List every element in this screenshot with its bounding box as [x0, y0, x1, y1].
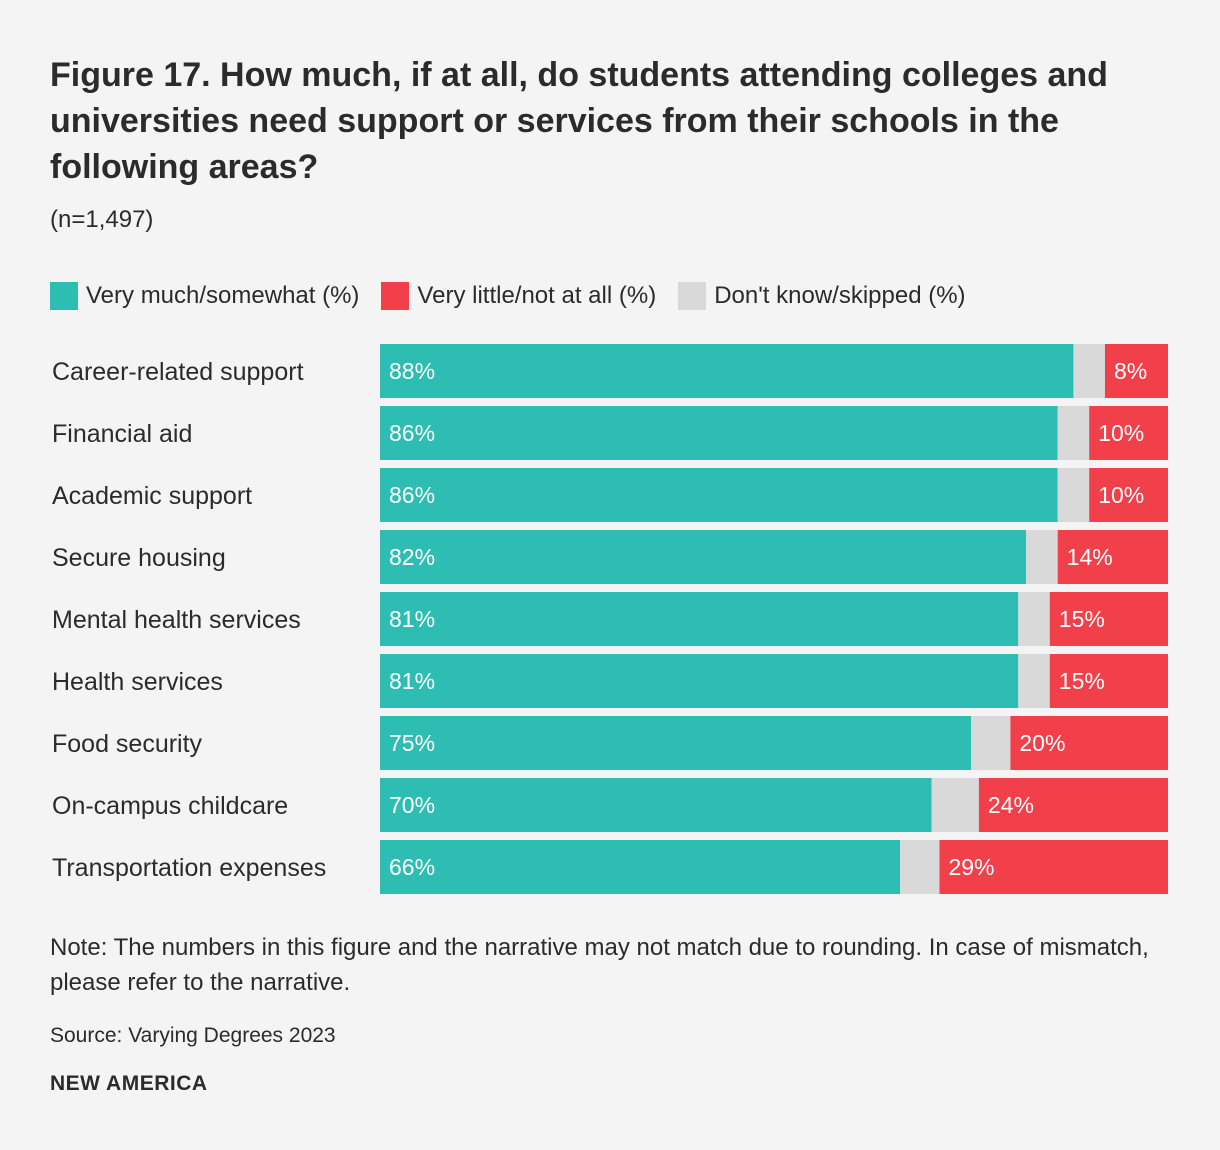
bar-row-financial-aid: Financial aid 86% 10%	[52, 406, 1168, 460]
bar-negative	[1010, 716, 1168, 770]
legend-swatch-positive	[50, 282, 78, 310]
legend-label-unknown: Don't know/skipped (%)	[714, 282, 966, 309]
chart-note: Note: The numbers in this figure and the…	[50, 934, 1149, 996]
bar-unknown	[1018, 654, 1050, 708]
bar-positive	[380, 654, 1019, 708]
data-label-positive: 66%	[389, 854, 435, 880]
bar-negative	[1089, 468, 1168, 522]
bar-negative	[978, 778, 1168, 832]
bar-unknown	[1018, 592, 1050, 646]
data-label-negative: 29%	[948, 854, 994, 880]
legend-item-positive: Very much/somewhat (%)	[50, 282, 359, 310]
chart-title: Figure 17. How much, if at all, do stude…	[50, 56, 1108, 186]
legend-swatch-negative	[381, 282, 410, 310]
category-label: Mental health services	[52, 606, 301, 634]
bar-negative	[1057, 530, 1168, 584]
bar-row-mental-health-services: Mental health services 81% 15%	[52, 592, 1168, 646]
bar-negative	[1104, 344, 1168, 398]
bar-unknown	[900, 840, 940, 894]
data-label-positive: 88%	[389, 358, 435, 384]
bar-row-academic-support: Academic support 86% 10%	[52, 468, 1168, 522]
bar-positive	[380, 530, 1027, 584]
bar-positive	[380, 778, 932, 832]
category-label: Career-related support	[52, 358, 304, 386]
data-label-positive: 70%	[389, 792, 435, 818]
data-label-negative: 8%	[1114, 358, 1147, 384]
bar-unknown	[1026, 530, 1058, 584]
data-label-negative: 15%	[1059, 606, 1105, 632]
data-label-negative: 10%	[1098, 420, 1144, 446]
bar-row-on-campus-childcare: On-campus childcare 70% 24%	[52, 778, 1168, 832]
bar-negative	[939, 840, 1168, 894]
legend-label-negative: Very little/not at all (%)	[417, 282, 657, 309]
category-label: Secure housing	[52, 544, 226, 572]
legend-item-negative: Very little/not at all (%)	[381, 282, 656, 310]
data-label-negative: 10%	[1098, 482, 1144, 508]
data-label-negative: 14%	[1067, 544, 1113, 570]
category-label: Financial aid	[52, 420, 192, 448]
stacked-bar-chart: Career-related support 88% 8% Financial aid…	[52, 344, 1168, 894]
category-label: On-campus childcare	[52, 792, 288, 820]
bar-negative	[1049, 654, 1168, 708]
data-label-negative: 15%	[1059, 668, 1105, 694]
bar-positive	[380, 406, 1058, 460]
bar-negative	[1049, 592, 1168, 646]
category-label: Transportation expenses	[52, 854, 326, 882]
bar-unknown	[1057, 406, 1090, 460]
bar-negative	[1089, 406, 1168, 460]
category-label: Academic support	[52, 482, 252, 510]
bar-row-secure-housing: Secure housing 82% 14%	[52, 530, 1168, 584]
data-label-positive: 86%	[389, 420, 435, 446]
bar-row-career-related-support: Career-related support 88% 8%	[52, 344, 1168, 398]
data-label-negative: 20%	[1019, 730, 1065, 756]
bar-unknown	[1057, 468, 1090, 522]
legend-label-positive: Very much/somewhat (%)	[86, 282, 360, 309]
bar-row-health-services: Health services 81% 15%	[52, 654, 1168, 708]
bar-row-transportation-expenses: Transportation expenses 66% 29%	[52, 840, 1168, 894]
bar-positive	[380, 840, 901, 894]
data-label-negative: 24%	[988, 792, 1034, 818]
bar-positive	[380, 468, 1058, 522]
bar-unknown	[931, 778, 979, 832]
data-label-positive: 81%	[389, 668, 435, 694]
bar-positive	[380, 344, 1074, 398]
chart-subtitle: (n=1,497)	[50, 206, 154, 233]
legend: Very much/somewhat (%) Very little/not a…	[50, 282, 988, 310]
data-label-positive: 81%	[389, 606, 435, 632]
bar-row-food-security: Food security 75% 20%	[52, 716, 1168, 770]
bar-positive	[380, 592, 1019, 646]
category-label: Health services	[52, 668, 223, 696]
bar-unknown	[1073, 344, 1105, 398]
bar-positive	[380, 716, 971, 770]
legend-item-unknown: Don't know/skipped (%)	[678, 282, 966, 310]
brand-wordmark: NEW AMERICA	[50, 1072, 208, 1095]
bar-unknown	[971, 716, 1011, 770]
data-label-positive: 75%	[389, 730, 435, 756]
category-label: Food security	[52, 730, 203, 758]
data-label-positive: 82%	[389, 544, 435, 570]
legend-swatch-unknown	[678, 282, 707, 310]
data-label-positive: 86%	[389, 482, 435, 508]
chart-source: Source: Varying Degrees 2023	[50, 1024, 336, 1047]
